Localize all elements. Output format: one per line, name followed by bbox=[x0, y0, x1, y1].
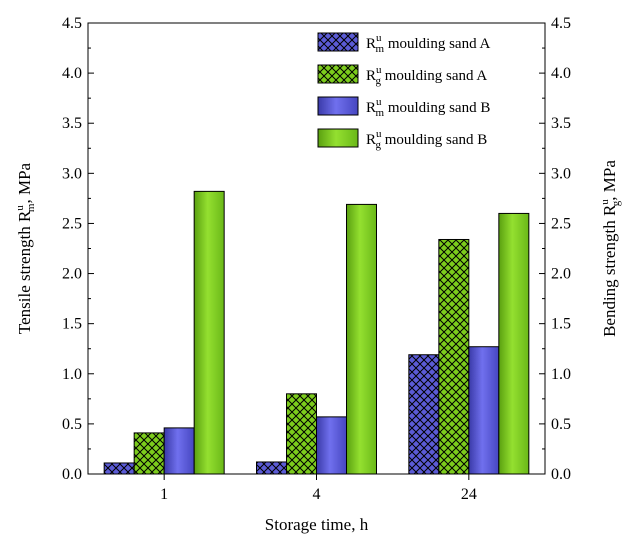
bar-series-2-cat-4 bbox=[286, 393, 317, 475]
bar-series-1-cat-1 bbox=[103, 462, 135, 475]
bar-series-4-cat-4 bbox=[346, 203, 377, 475]
left-y-axis: 0.0 0.5 1.0 1.5 2.0 2.5 3.0 3.5 4.0 4.5 bbox=[62, 15, 94, 483]
left-y-tick-label: 0.0 bbox=[62, 466, 82, 483]
bar-series-4-cat-24 bbox=[498, 212, 530, 475]
right-y-tick-label: 1.0 bbox=[551, 366, 571, 383]
legend-label: Ru g moulding sand A bbox=[366, 64, 487, 87]
x-tick-label: 4 bbox=[313, 486, 321, 503]
left-y-tick-label: 2.0 bbox=[62, 266, 82, 283]
bar-series-1-cat-24 bbox=[408, 354, 440, 475]
legend-swatch bbox=[317, 96, 359, 116]
left-y-tick-label: 3.0 bbox=[62, 165, 82, 182]
left-y-tick-label: 4.0 bbox=[62, 65, 82, 82]
right-y-tick-label: 4.0 bbox=[551, 65, 571, 82]
bar-series-2-cat-24 bbox=[438, 238, 470, 475]
bars-layer bbox=[103, 190, 530, 475]
legend-swatch bbox=[317, 64, 359, 84]
legend-label: Ru m moulding sand A bbox=[366, 32, 490, 55]
right-y-tick-label: 2.5 bbox=[551, 215, 571, 232]
right-y-tick-label: 4.5 bbox=[551, 15, 571, 32]
right-y-tick-label: 0.5 bbox=[551, 416, 571, 433]
x-axis: 1 4 24 bbox=[160, 474, 477, 503]
legend-label: Ru m moulding sand B bbox=[366, 96, 490, 119]
bar-series-3-cat-4 bbox=[316, 416, 347, 475]
left-y-axis-label: Tensile strength Rum, MPa bbox=[14, 162, 37, 334]
right-y-tick-label: 1.5 bbox=[551, 316, 571, 333]
x-tick-label: 24 bbox=[461, 486, 477, 503]
x-axis-label: Storage time, h bbox=[265, 515, 369, 534]
right-y-tick-label: 2.0 bbox=[551, 266, 571, 283]
bar-series-3-cat-1 bbox=[163, 427, 195, 475]
legend: Ru m moulding sand A Ru g moulding sand A Ru… bbox=[317, 32, 490, 151]
right-y-axis: 0.0 0.5 1.0 1.5 2.0 2.5 3.0 3.5 4.0 4.5 bbox=[539, 15, 571, 483]
right-y-tick-label: 0.0 bbox=[551, 466, 571, 483]
legend-label: Ru g moulding sand B bbox=[366, 128, 487, 151]
bar-series-2-cat-1 bbox=[133, 432, 165, 475]
left-y-tick-label: 4.5 bbox=[62, 15, 82, 32]
bar-series-1-cat-4 bbox=[256, 461, 287, 475]
left-y-tick-label: 1.0 bbox=[62, 366, 82, 383]
left-y-tick-label: 2.5 bbox=[62, 215, 82, 232]
right-y-tick-label: 3.5 bbox=[551, 115, 571, 132]
bar-series-3-cat-24 bbox=[468, 346, 500, 475]
legend-swatch bbox=[317, 128, 359, 148]
legend-swatch bbox=[317, 32, 359, 52]
left-y-tick-label: 1.5 bbox=[62, 316, 82, 333]
x-tick-label: 1 bbox=[160, 486, 168, 503]
bar-series-4-cat-1 bbox=[193, 190, 225, 475]
right-y-tick-label: 3.0 bbox=[551, 165, 571, 182]
left-y-tick-label: 3.5 bbox=[62, 115, 82, 132]
right-y-axis-label: Bending strength Rug, MPa bbox=[599, 160, 622, 337]
left-y-tick-label: 0.5 bbox=[62, 416, 82, 433]
